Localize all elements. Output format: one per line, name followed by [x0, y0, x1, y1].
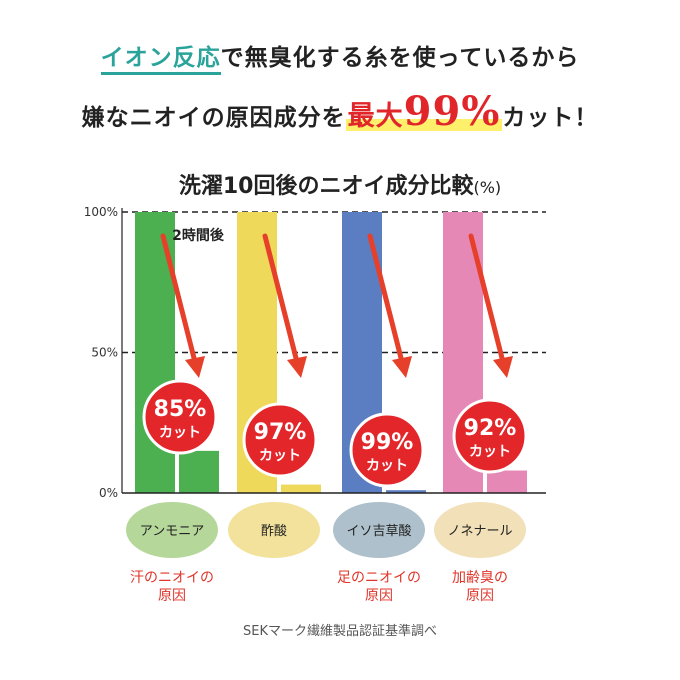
cut-badge-label: カット	[159, 425, 201, 441]
headline-highlight: イオン反応	[100, 44, 221, 75]
category-bubble	[126, 502, 218, 558]
bar-after	[386, 490, 426, 493]
y-tick-label: 50%	[91, 346, 118, 360]
category-label: アンモニア	[140, 524, 204, 539]
headline-99: 99%	[403, 88, 501, 135]
cut-arrow-shaft	[160, 233, 198, 365]
chart-title-unit: (%)	[473, 178, 502, 197]
cut-arrow-head	[392, 356, 412, 378]
headline-line1: イオン反応で無臭化する糸を使っているから	[0, 38, 680, 75]
reason-line1: 加齢臭の	[452, 570, 508, 586]
category-bubble	[333, 502, 425, 558]
cut-badge	[142, 379, 218, 455]
headline-marker: 最大99%	[345, 88, 503, 135]
reason-line2: 原因	[158, 588, 186, 604]
source-note: SEKマーク繊維製品認証基準調べ	[243, 624, 437, 639]
bar-after	[487, 470, 527, 493]
cut-arrow-head	[287, 356, 307, 378]
cut-arrow-head	[493, 356, 513, 378]
category-label: イソ吉草酸	[346, 524, 411, 539]
headline-line1-rest: で無臭化する糸を使っているから	[220, 44, 580, 71]
cut-arrow-shaft	[262, 233, 300, 365]
cut-badge-percent: 92%	[464, 416, 517, 441]
cut-arrow-shaft	[367, 233, 405, 365]
bar-after	[281, 484, 321, 493]
cut-arrow-shaft	[468, 233, 506, 365]
cut-badge-label: カット	[259, 448, 301, 464]
chart-title-text: 洗濯10回後のニオイ成分比較	[178, 174, 474, 199]
annotation-2h: 2時間後	[172, 227, 225, 244]
y-tick-label: 0%	[99, 486, 118, 500]
category-label: 酢酸	[261, 524, 287, 539]
y-tick-label: 100%	[84, 205, 118, 219]
cut-badge-label: カット	[469, 444, 511, 460]
category-label: ノネナール	[447, 524, 512, 539]
headline-max: 最大	[347, 101, 404, 132]
cut-badge	[242, 402, 318, 478]
headline-line2: 嫌なニオイの原因成分を最大99%カット！	[0, 88, 680, 135]
cut-badge	[452, 398, 528, 474]
cut-badge-label: カット	[366, 458, 408, 474]
cut-badge	[349, 412, 425, 488]
cut-arrow-head	[185, 356, 205, 378]
bar-after	[179, 450, 219, 493]
category-bubble	[434, 502, 526, 558]
cut-badge-percent: 99%	[361, 430, 414, 455]
chart-title: 洗濯10回後のニオイ成分比較(%)	[0, 168, 680, 200]
reason-line1: 汗のニオイの	[130, 570, 214, 586]
reason-line1: 足のニオイの	[337, 570, 421, 586]
category-bubble	[228, 502, 320, 558]
headline-line2-pre: 嫌なニオイの原因成分を	[81, 104, 346, 131]
cut-badge-percent: 97%	[254, 420, 307, 445]
reason-line2: 原因	[365, 588, 393, 604]
reason-line2: 原因	[466, 588, 494, 604]
headline-line2-post: カット！	[502, 104, 599, 131]
cut-badge-percent: 85%	[154, 397, 207, 422]
